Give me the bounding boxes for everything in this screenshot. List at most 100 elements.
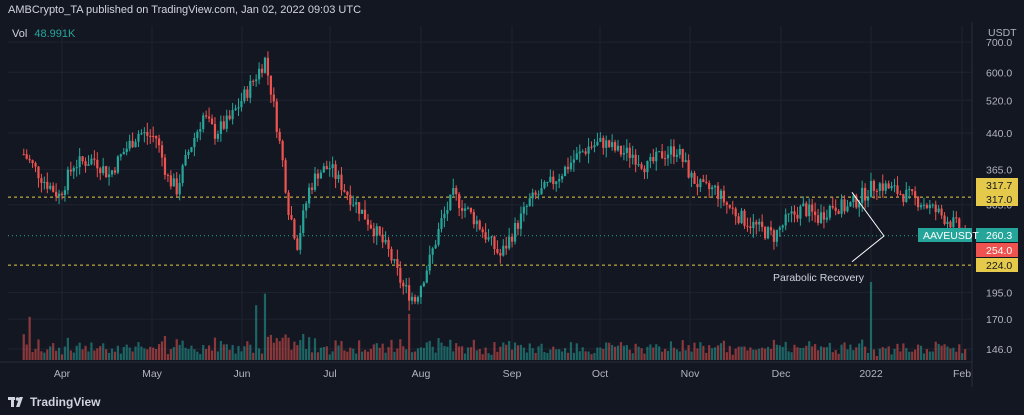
candle-body	[272, 94, 275, 102]
volume-bar	[131, 351, 134, 360]
volume-bar	[102, 343, 105, 360]
y-tick-label-8: 146.0	[986, 344, 1012, 356]
volume-bar	[331, 351, 334, 360]
price-axis-unit: USDT	[988, 27, 1017, 39]
candle-body	[505, 245, 508, 249]
candle-body	[266, 57, 270, 76]
time-axis[interactable]: Apr May Jun Jul Aug Sep Oct Nov Dec 2022 Feb	[0, 361, 972, 380]
candle-body	[949, 221, 952, 228]
chart-area[interactable]: Parabolic Recovery USDT 700.0 600.0 520.0 44…	[0, 22, 1024, 387]
volume-value: 48.991K	[34, 28, 76, 40]
x-tick-label-7: Nov	[681, 368, 700, 380]
symbol-badge	[918, 228, 972, 242]
candle-body	[240, 101, 243, 108]
candle-body	[628, 147, 631, 158]
candle-body	[299, 233, 302, 250]
volume-bar	[846, 349, 849, 360]
volume-bar	[666, 351, 670, 360]
volume-bar	[502, 342, 505, 360]
x-tick-label-1: May	[142, 368, 163, 380]
volume-bar	[540, 343, 543, 360]
price-label-box-1	[976, 192, 1018, 206]
volume-bar	[802, 347, 805, 360]
candle-body	[890, 186, 893, 189]
candle-body	[25, 154, 28, 159]
candle-body	[63, 190, 67, 195]
volume-bar	[905, 348, 908, 360]
candle-body	[725, 202, 728, 205]
candle-body	[243, 89, 246, 102]
volume-bar	[705, 352, 708, 360]
volume-bar	[308, 337, 311, 360]
volume-bar	[252, 352, 255, 360]
candle-body	[49, 185, 52, 189]
candle-body	[581, 151, 584, 153]
volume-bar	[122, 346, 125, 360]
price-label-box-4	[976, 258, 1018, 272]
price-label-box-0	[976, 178, 1018, 192]
candle-body	[737, 216, 740, 224]
volume-bar	[378, 347, 381, 360]
volume-bar	[228, 349, 231, 360]
candle-body	[102, 166, 105, 174]
candle-body	[508, 236, 511, 249]
volume-bar	[310, 352, 314, 360]
candle-body	[899, 193, 902, 195]
candle-body	[590, 146, 593, 148]
volume-bar	[805, 345, 808, 360]
volume-bar	[166, 354, 170, 360]
candle-body	[540, 188, 543, 195]
candle-body	[822, 212, 826, 220]
volume-bar	[346, 351, 349, 360]
volume-bar	[534, 352, 537, 360]
candle-body	[340, 174, 343, 191]
candle-body	[57, 193, 61, 197]
candle-body	[455, 188, 458, 195]
volume-bar	[408, 313, 411, 360]
candle-body	[563, 166, 567, 177]
volume-bar	[740, 346, 743, 360]
volume-bar	[25, 344, 28, 360]
volume-bar	[861, 339, 864, 360]
candle-body	[787, 213, 790, 215]
candle-body	[943, 215, 946, 224]
candle-body	[281, 140, 284, 161]
volume-bar	[531, 348, 534, 360]
volume-bar	[269, 334, 272, 360]
candle-body	[460, 208, 464, 211]
volume-bar	[622, 345, 625, 360]
candle-body	[207, 116, 211, 119]
volume-bar	[57, 347, 61, 360]
volume-bar	[505, 344, 508, 360]
candle-body	[375, 226, 378, 237]
volume-bar	[410, 352, 414, 360]
volume-bar	[828, 342, 831, 360]
volume-bar	[337, 345, 340, 360]
candle-body	[840, 199, 843, 214]
volume-bar	[537, 346, 540, 360]
volume-bar	[296, 345, 299, 360]
candle-body	[190, 147, 193, 152]
volume-bar	[887, 346, 890, 360]
candle-body	[337, 174, 340, 180]
candle-body	[872, 181, 876, 191]
candle-body	[908, 189, 911, 191]
candle-body	[549, 176, 552, 182]
volume-bar	[46, 349, 49, 360]
price-axis[interactable]: USDT700.0600.0520.0440.0365.0305.0195.01…	[971, 22, 1017, 387]
price-label-text-4: 224.0	[986, 260, 1012, 272]
volume-bar	[596, 347, 599, 360]
candle-body	[178, 182, 181, 195]
candle-body	[875, 190, 878, 192]
volume-bar	[643, 353, 646, 360]
volume-bar	[608, 342, 611, 360]
volume-bar	[587, 351, 590, 360]
candle-body	[646, 160, 649, 173]
volume-bar	[716, 345, 720, 360]
candle-body	[778, 227, 781, 230]
candle-body	[596, 141, 599, 146]
candle-body	[452, 188, 455, 195]
candle-body	[434, 244, 437, 249]
volume-bar	[263, 293, 267, 360]
